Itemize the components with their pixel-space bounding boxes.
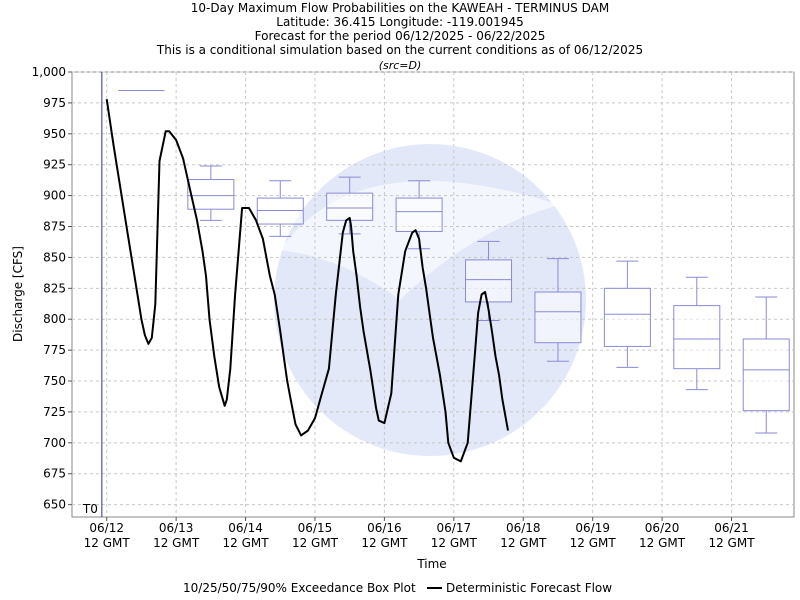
box-plot xyxy=(187,165,235,221)
box-plot xyxy=(742,296,790,434)
x-tick-date-label: 06/15 xyxy=(298,521,333,535)
y-tick-label: 775 xyxy=(43,343,66,357)
box-iqr xyxy=(395,197,443,232)
y-tick-label: 925 xyxy=(43,158,66,172)
chart-title-line-1: 10-Day Maximum Flow Probabilities on the… xyxy=(191,1,609,15)
y-tick-label: 900 xyxy=(43,189,66,203)
x-tick-time-label: 12 GMT xyxy=(361,536,408,550)
deterministic-series xyxy=(105,99,509,463)
y-tick-label: 825 xyxy=(43,281,66,295)
box-iqr xyxy=(326,192,374,221)
box-iqr xyxy=(256,197,304,225)
box-iqr xyxy=(742,338,790,412)
box-iqr xyxy=(187,179,235,210)
box-iqr xyxy=(465,259,513,303)
t0-label: T0 xyxy=(82,502,98,516)
legend-line-label: Deterministic Forecast Flow xyxy=(446,581,612,595)
x-tick-date-label: 06/19 xyxy=(575,521,610,535)
x-tick-date-label: 06/13 xyxy=(159,521,194,535)
y-axis-title: Discharge [CFS] xyxy=(11,246,25,342)
box-plot xyxy=(465,240,513,321)
box-plot xyxy=(603,260,651,368)
y-tick-label: 975 xyxy=(43,96,66,110)
y-tick-label: 650 xyxy=(43,498,66,512)
x-tick-date-label: 06/18 xyxy=(506,521,541,535)
x-tick-time-label: 12 GMT xyxy=(223,536,270,550)
legend-box-label: 10/25/50/75/90% Exceedance Box Plot xyxy=(183,581,416,595)
box-iqr xyxy=(673,305,721,370)
y-tick-label: 750 xyxy=(43,374,66,388)
y-tick-label: 700 xyxy=(43,436,66,450)
legend: 10/25/50/75/90% Exceedance Box Plot Dete… xyxy=(183,581,612,595)
y-axis: 650 675 700 725 750 775 800 825 850 875 900 925 950 9… xyxy=(32,65,72,512)
chart-title-line-4: This is a conditional simulation based o… xyxy=(156,43,643,57)
x-tick-time-label: 12 GMT xyxy=(292,536,339,550)
y-tick-label: 1,000 xyxy=(32,65,66,79)
y-tick-label: 800 xyxy=(43,312,66,326)
x-tick-date-label: 06/16 xyxy=(367,521,402,535)
y-tick-label: 725 xyxy=(43,405,66,419)
x-tick-time-label: 12 GMT xyxy=(84,536,131,550)
y-tick-label: 875 xyxy=(43,220,66,234)
y-tick-label: 950 xyxy=(43,127,66,141)
chart-subtitle: (src=D) xyxy=(379,59,422,72)
chart-title-line-3: Forecast for the period 06/12/2025 - 06/… xyxy=(255,29,546,43)
box-iqr xyxy=(534,291,582,344)
x-tick-date-label: 06/20 xyxy=(645,521,680,535)
x-tick-date-label: 06/12 xyxy=(89,521,124,535)
x-tick-date-label: 06/14 xyxy=(228,521,263,535)
exceedance-box-plots xyxy=(118,90,790,434)
x-axis-title: Time xyxy=(416,557,446,571)
x-tick-time-label: 12 GMT xyxy=(570,536,617,550)
box-iqr xyxy=(603,287,651,347)
x-tick-time-label: 12 GMT xyxy=(431,536,478,550)
x-tick-date-label: 06/17 xyxy=(437,521,472,535)
y-tick-label: 850 xyxy=(43,250,66,264)
y-tick-label: 675 xyxy=(43,467,66,481)
deterministic-forecast-line xyxy=(105,99,509,463)
x-tick-time-label: 12 GMT xyxy=(639,536,686,550)
box-plot xyxy=(534,258,582,362)
chart-title-line-2: Latitude: 36.415 Longitude: -119.001945 xyxy=(276,15,523,29)
x-tick-time-label: 12 GMT xyxy=(153,536,200,550)
x-tick-time-label: 12 GMT xyxy=(500,536,547,550)
box-plot xyxy=(673,276,721,391)
x-tick-time-label: 12 GMT xyxy=(708,536,755,550)
x-tick-date-label: 06/21 xyxy=(714,521,749,535)
box-plot xyxy=(256,180,304,237)
